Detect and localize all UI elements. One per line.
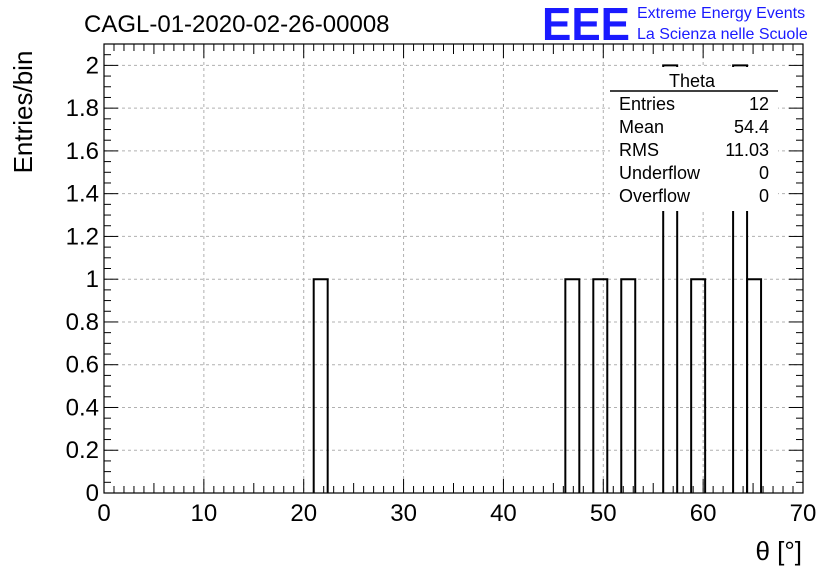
y-tick-label: 1.8 — [66, 95, 99, 122]
y-tick-label: 0.2 — [66, 437, 99, 464]
x-tick-label: 10 — [191, 500, 218, 527]
stats-row-label: RMS — [619, 140, 659, 160]
logo-line-2: La Scienza nelle Scuole — [637, 26, 808, 43]
y-tick-label: 1.4 — [66, 181, 99, 208]
y-axis-label: Entries/bin — [8, 51, 38, 174]
logo-line-1: Extreme Energy Events — [637, 5, 805, 22]
stats-row-value: 0 — [759, 163, 769, 183]
stats-row-label: Entries — [619, 94, 675, 114]
x-tick-label: 20 — [290, 500, 317, 527]
histogram-bin — [746, 278, 763, 493]
y-tick-label: 0.4 — [66, 394, 99, 421]
histogram-bin — [690, 278, 707, 493]
stats-row-label: Overflow — [619, 186, 691, 206]
eee-logo-mark: EEE — [542, 0, 630, 50]
stats-title: Theta — [669, 71, 716, 91]
y-tick-label: 2 — [86, 52, 99, 79]
y-tick-label: 1 — [86, 266, 99, 293]
stats-row-value: 54.4 — [734, 117, 769, 137]
y-tick-label: 0 — [86, 480, 99, 507]
histogram-bin — [312, 278, 329, 493]
histogram-bin — [620, 278, 637, 493]
chart-title: CAGL-01-2020-02-26-00008 — [84, 11, 390, 38]
y-tick-label: 1.6 — [66, 138, 99, 165]
y-tick-label: 0.6 — [66, 352, 99, 379]
stats-row-value: 0 — [759, 186, 769, 206]
stats-box: Theta Entries 12 Mean 54.4 RMS 11.03 Underflow… — [610, 67, 778, 211]
eee-logo: EEE Extreme Energy Events La Scienza nel… — [542, 0, 808, 50]
stats-row-value: 11.03 — [725, 140, 769, 160]
histogram-bin — [592, 278, 609, 493]
x-tick-label: 60 — [690, 500, 717, 527]
stats-row-label: Underflow — [619, 163, 701, 183]
x-tick-label: 70 — [790, 500, 817, 527]
y-tick-label: 0.8 — [66, 309, 99, 336]
x-tick-label: 30 — [390, 500, 417, 527]
x-tick-label: 0 — [97, 500, 110, 527]
stats-row-value: 12 — [749, 94, 769, 114]
y-tick-label: 1.2 — [66, 223, 99, 250]
histogram-bin — [662, 64, 679, 493]
x-axis-label: θ [°] — [755, 536, 802, 566]
stats-row-label: Mean — [619, 117, 664, 137]
x-tick-label: 40 — [490, 500, 517, 527]
x-tick-label: 50 — [590, 500, 617, 527]
histogram-bin — [564, 278, 581, 493]
